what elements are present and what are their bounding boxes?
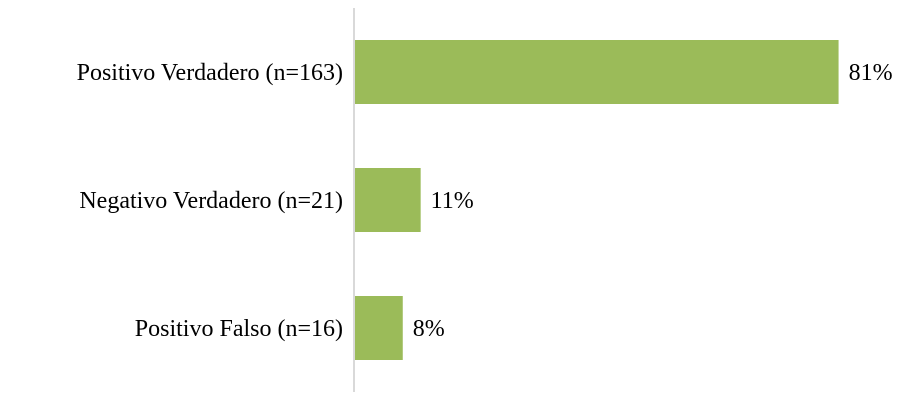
bars-layer bbox=[355, 40, 839, 360]
category-label: Negativo Verdadero (n=21) bbox=[79, 188, 343, 214]
labels-layer: Positivo Verdadero (n=163) 81% Negativo Ve… bbox=[77, 60, 893, 342]
bar-2 bbox=[355, 296, 403, 360]
data-label: 11% bbox=[431, 188, 474, 214]
data-label: 81% bbox=[849, 60, 893, 86]
category-label: Positivo Verdadero (n=163) bbox=[77, 60, 343, 86]
category-label: Positivo Falso (n=16) bbox=[135, 316, 343, 342]
bar-1 bbox=[355, 168, 421, 232]
data-label: 8% bbox=[413, 316, 445, 342]
bar-0 bbox=[355, 40, 839, 104]
